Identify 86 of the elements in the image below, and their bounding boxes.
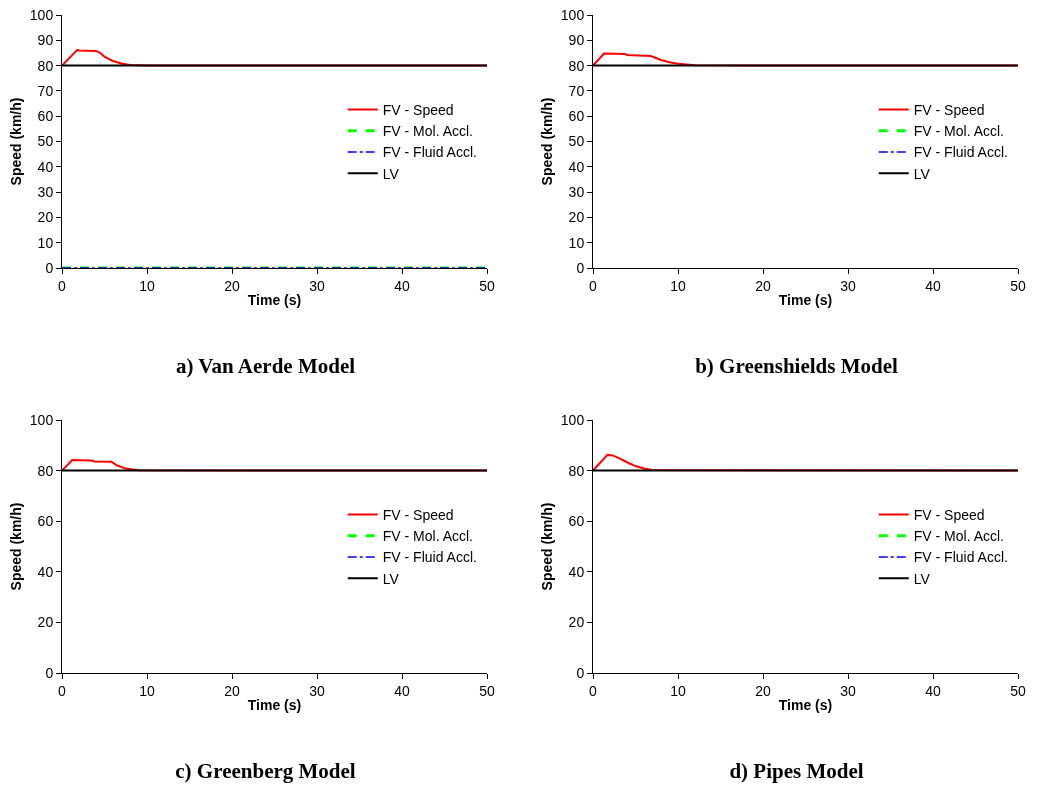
legend-label: FV - Fluid Accl. — [913, 549, 1008, 566]
y-tick-label: 80 — [568, 57, 585, 74]
y-tick-label: 10 — [37, 234, 54, 251]
text: c) Greenberg Model — [175, 758, 356, 783]
x-axis-title: Time (s) — [778, 292, 833, 309]
x-tick-label: 20 — [224, 277, 240, 294]
y-tick-label: 20 — [568, 614, 585, 631]
y-tick-label: 40 — [568, 563, 585, 580]
y-axis-title: Speed (km/h) — [539, 502, 556, 591]
x-tick-label: 50 — [479, 277, 495, 294]
text: a) Van Aerde Model — [175, 353, 356, 378]
y-tick-label: 40 — [37, 158, 54, 175]
y-tick-label: 0 — [45, 664, 54, 681]
legend-label: FV - Mol. Accl. — [913, 528, 1004, 545]
x-tick-label: 50 — [479, 682, 495, 699]
legend-label: LV — [382, 165, 400, 182]
x-tick-label: 0 — [58, 277, 67, 294]
x-tick-label: 10 — [139, 682, 155, 699]
y-tick-label: 0 — [576, 664, 585, 681]
legend-label: FV - Mol. Accl. — [913, 123, 1004, 140]
legend-label: LV — [913, 165, 931, 182]
legend-label: FV - Speed — [913, 507, 985, 524]
y-tick-label: 40 — [37, 563, 54, 580]
y-tick-label: 30 — [568, 184, 585, 200]
legend-label: FV - Speed — [913, 102, 985, 119]
y-tick-label: 50 — [37, 133, 54, 150]
y-tick-label: 10 — [568, 234, 585, 251]
y-tick-label: 60 — [568, 513, 585, 530]
x-tick-label: 20 — [224, 682, 240, 699]
y-tick-label: 80 — [37, 462, 54, 479]
legend-label: FV - Speed — [382, 507, 454, 524]
x-tick-label: 30 — [309, 277, 325, 294]
y-tick-label: 90 — [37, 32, 54, 49]
x-tick-label: 30 — [840, 277, 856, 294]
x-tick-label: 10 — [670, 277, 686, 294]
y-tick-label: 0 — [576, 259, 585, 276]
y-tick-label: 100 — [560, 411, 585, 428]
x-tick-label: 20 — [755, 682, 771, 699]
y-tick-label: 60 — [568, 108, 585, 125]
x-tick-label: 40 — [925, 682, 941, 699]
y-tick-label: 20 — [37, 209, 54, 226]
y-tick-label: 30 — [37, 184, 54, 200]
x-tick-label: 30 — [309, 682, 325, 699]
y-tick-label: 80 — [568, 462, 585, 479]
y-tick-label: 0 — [45, 259, 54, 276]
y-tick-label: 90 — [568, 32, 585, 49]
x-tick-label: 40 — [925, 277, 941, 294]
y-axis-title: Speed (km/h) — [8, 502, 25, 591]
x-axis-title: Time (s) — [778, 697, 833, 714]
legend-label: FV - Speed — [382, 102, 454, 119]
x-tick-label: 40 — [394, 277, 410, 294]
legend-label: FV - Fluid Accl. — [382, 144, 477, 161]
text: b) Greenshields Model — [695, 353, 898, 378]
y-tick-label: 80 — [37, 57, 54, 74]
y-axis-title: Speed (km/h) — [539, 97, 556, 186]
x-axis-title: Time (s) — [247, 292, 302, 309]
legend-label: FV - Mol. Accl. — [382, 123, 473, 140]
x-axis-title: Time (s) — [247, 697, 302, 714]
legend-label: FV - Fluid Accl. — [382, 549, 477, 566]
y-tick-label: 50 — [568, 133, 585, 150]
y-tick-label: 100 — [29, 6, 54, 23]
y-tick-label: 60 — [37, 513, 54, 530]
y-tick-label: 100 — [29, 411, 54, 428]
x-tick-label: 10 — [139, 277, 155, 294]
legend-label: FV - Fluid Accl. — [913, 144, 1008, 161]
y-tick-label: 70 — [568, 82, 585, 99]
x-tick-label: 10 — [670, 682, 686, 699]
x-tick-label: 30 — [840, 682, 856, 699]
x-tick-label: 50 — [1010, 682, 1026, 699]
x-tick-label: 20 — [755, 277, 771, 294]
y-axis-title: Speed (km/h) — [8, 97, 25, 186]
legend-label: LV — [382, 570, 400, 587]
legend-label: FV - Mol. Accl. — [382, 528, 473, 545]
y-tick-label: 20 — [37, 614, 54, 631]
y-tick-label: 40 — [568, 158, 585, 175]
x-tick-label: 0 — [589, 682, 598, 699]
y-tick-label: 100 — [560, 6, 585, 23]
y-tick-label: 70 — [37, 82, 54, 99]
legend-label: LV — [913, 570, 931, 587]
x-tick-label: 50 — [1010, 277, 1026, 294]
x-tick-label: 40 — [394, 682, 410, 699]
y-tick-label: 20 — [568, 209, 585, 226]
x-tick-label: 0 — [58, 682, 67, 699]
y-tick-label: 60 — [37, 108, 54, 125]
text: d) Pipes Model — [729, 758, 864, 783]
x-tick-label: 0 — [589, 277, 598, 294]
